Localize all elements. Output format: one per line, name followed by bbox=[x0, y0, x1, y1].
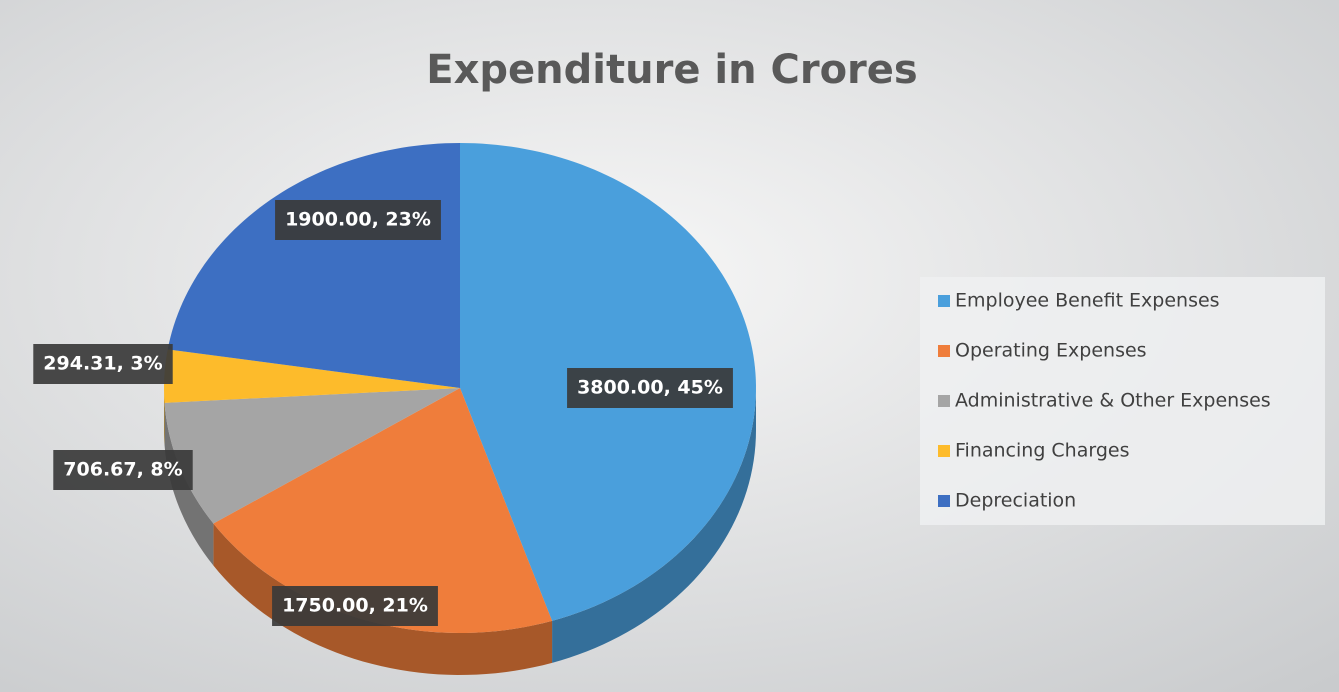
data-label: 3800.00, 45% bbox=[577, 377, 723, 399]
pie-side bbox=[552, 388, 756, 663]
legend-swatch bbox=[938, 495, 950, 507]
data-label: 1750.00, 21% bbox=[282, 595, 428, 617]
data-label: 1900.00, 23% bbox=[285, 209, 431, 231]
data-label-box bbox=[567, 368, 733, 408]
data-label-box bbox=[275, 200, 441, 240]
pie-side bbox=[164, 388, 165, 445]
legend-label: Depreciation bbox=[955, 490, 1076, 512]
data-label-box bbox=[33, 344, 173, 384]
legend-label: Financing Charges bbox=[955, 440, 1130, 462]
legend-box bbox=[920, 277, 1325, 525]
data-label: 706.67, 8% bbox=[63, 459, 182, 481]
pie-side bbox=[164, 402, 214, 566]
data-label: 294.31, 3% bbox=[43, 353, 162, 375]
legend-label: Operating Expenses bbox=[955, 340, 1147, 362]
pie-slice bbox=[213, 388, 553, 633]
data-label-box bbox=[272, 586, 438, 626]
data-label-box bbox=[53, 450, 193, 490]
chart-title: Expenditure in Crores bbox=[426, 47, 917, 93]
legend-swatch bbox=[938, 445, 950, 457]
legend-swatch bbox=[938, 345, 950, 357]
pie-slice bbox=[164, 388, 460, 524]
pie-side bbox=[213, 523, 553, 675]
legend-swatch bbox=[938, 295, 950, 307]
legend-label: Administrative & Other Expenses bbox=[955, 390, 1271, 412]
legend-swatch bbox=[938, 395, 950, 407]
legend-label: Employee Benefit Expenses bbox=[955, 290, 1220, 312]
pie-slice bbox=[164, 349, 461, 403]
